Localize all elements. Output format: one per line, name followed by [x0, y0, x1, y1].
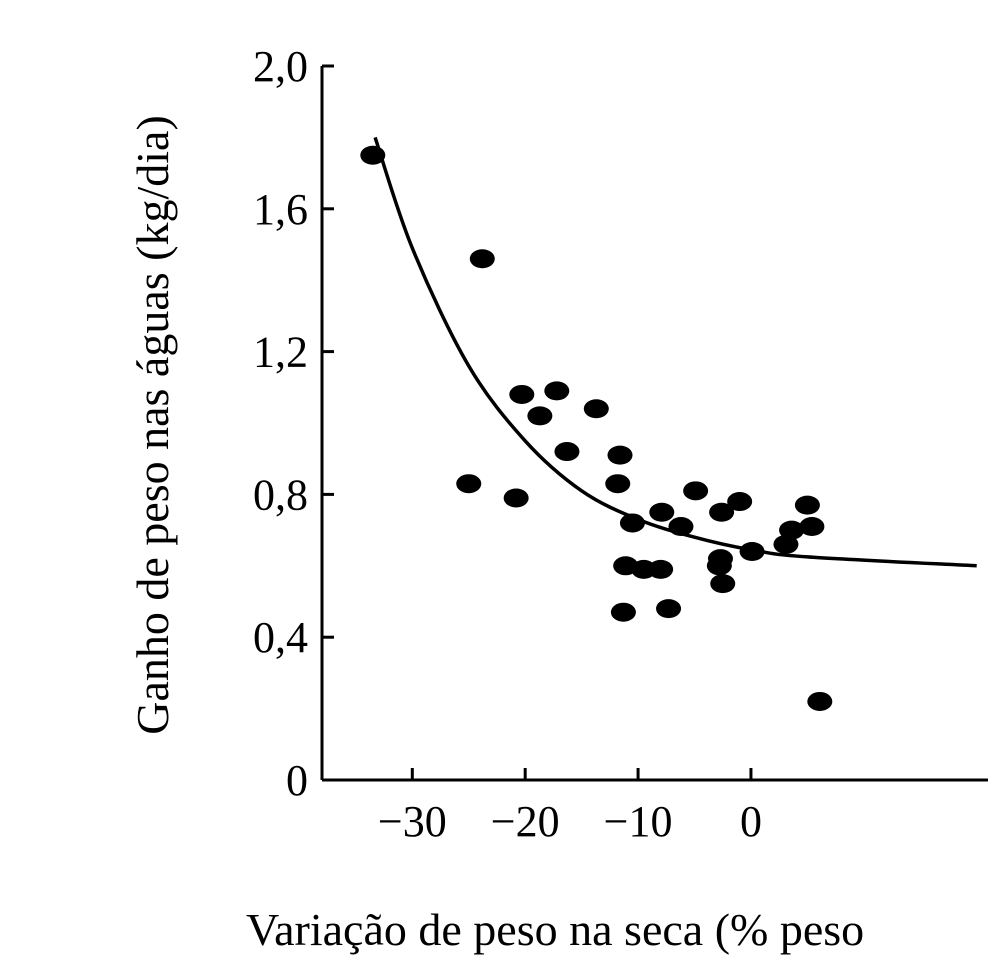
data-point — [649, 502, 675, 522]
data-point — [509, 384, 535, 404]
data-points-layer — [360, 145, 833, 711]
axes — [320, 64, 988, 782]
y-tick-label: 0 — [286, 756, 308, 805]
data-point — [610, 602, 636, 622]
data-point — [706, 556, 732, 576]
y-tick-label: 1,2 — [253, 328, 308, 377]
y-axis-title: Ganho de peso nas águas (kg/dia) — [127, 115, 178, 735]
x-tick-label: −30 — [378, 797, 447, 846]
y-tick-label: 2,0 — [253, 42, 308, 91]
data-point — [360, 145, 386, 165]
data-point — [683, 481, 709, 501]
data-point — [456, 474, 482, 494]
y-tick-label: 0,8 — [253, 470, 308, 519]
data-point — [807, 691, 833, 711]
x-tick-label: −20 — [491, 797, 560, 846]
data-point — [554, 442, 580, 462]
y-tick-label: 0,4 — [253, 613, 308, 662]
tick-labels: 0 0,4 0,8 1,2 1,6 2,0 −30 −20 −10 0 — [253, 42, 762, 846]
data-point — [710, 574, 736, 594]
data-point — [619, 513, 645, 533]
data-point — [773, 534, 799, 554]
data-point — [605, 474, 631, 494]
data-point — [544, 381, 570, 401]
data-point — [794, 495, 820, 515]
data-point — [583, 399, 609, 419]
data-point — [739, 542, 765, 562]
data-point — [469, 249, 495, 269]
data-point — [503, 488, 529, 508]
data-point — [607, 445, 633, 465]
data-point — [799, 517, 825, 537]
x-tick-label: −10 — [604, 797, 673, 846]
data-point — [779, 520, 805, 540]
data-point — [527, 406, 553, 426]
x-axis-title: Variação de peso na seca (% peso — [246, 904, 864, 955]
fitted-curve-layer — [373, 136, 977, 568]
y-tick-label: 1,6 — [253, 185, 308, 234]
x-tick-label: 0 — [740, 797, 762, 846]
fitted-curve — [373, 136, 977, 568]
data-point — [648, 559, 674, 579]
data-point — [656, 599, 682, 619]
data-point — [668, 517, 694, 537]
data-point — [727, 492, 753, 512]
data-point — [709, 502, 735, 522]
